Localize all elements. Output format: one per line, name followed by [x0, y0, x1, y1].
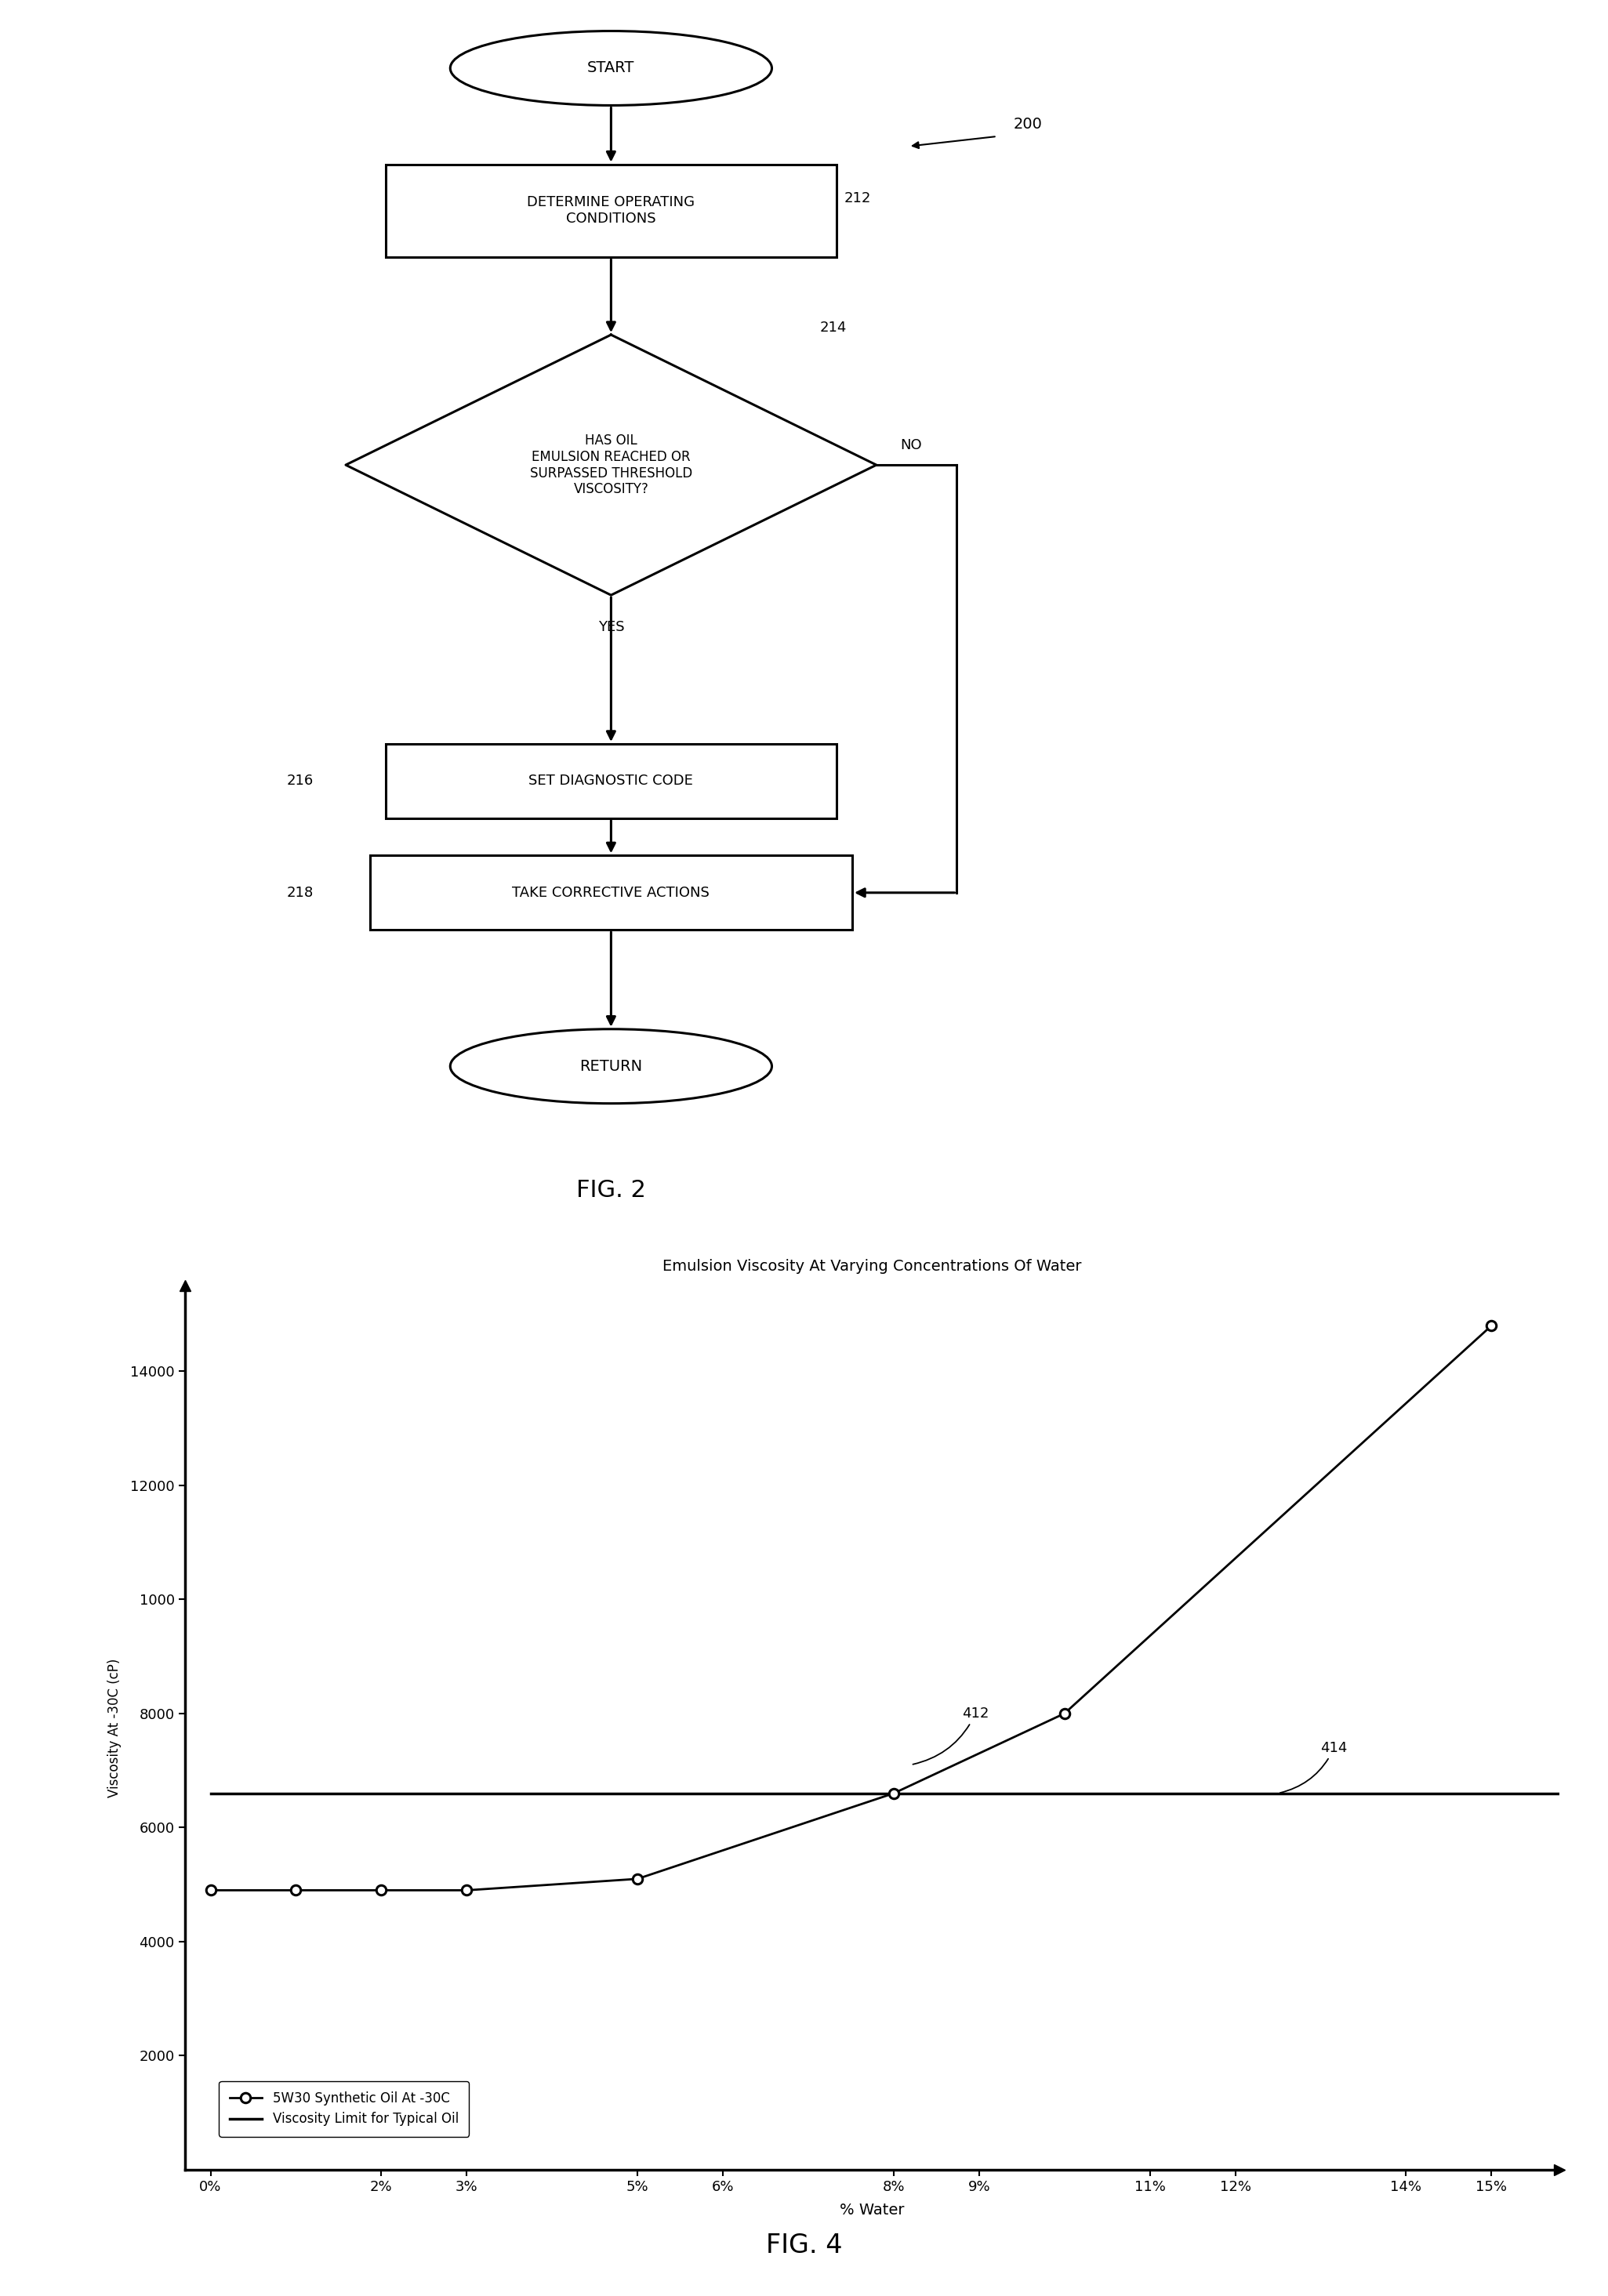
- Text: FIG. 4: FIG. 4: [765, 2232, 843, 2259]
- 5W30 Synthetic Oil At -30C: [1483, 1311, 1502, 1339]
- 5W30 Synthetic Oil At -30C: [286, 1876, 306, 1903]
- X-axis label: % Water: % Water: [839, 2202, 905, 2218]
- Title: Emulsion Viscosity At Varying Concentrations Of Water: Emulsion Viscosity At Varying Concentrat…: [662, 1258, 1082, 1274]
- Text: 200: 200: [1013, 117, 1042, 131]
- Text: DETERMINE OPERATING
CONDITIONS: DETERMINE OPERATING CONDITIONS: [527, 195, 695, 225]
- 5W30 Synthetic Oil At -30C: [627, 1864, 646, 1892]
- Bar: [386, 165, 836, 257]
- Text: SET DIAGNOSTIC CODE: SET DIAGNOSTIC CODE: [529, 774, 693, 788]
- Text: 412: 412: [913, 1706, 989, 1763]
- Line: 5W30 Synthetic Oil At -30C: 5W30 Synthetic Oil At -30C: [206, 1320, 1497, 1894]
- 5W30 Synthetic Oil At -30C: [457, 1876, 476, 1903]
- Text: 214: 214: [820, 321, 847, 335]
- 5W30 Synthetic Oil At -30C: [884, 1779, 904, 1807]
- 5W30 Synthetic Oil At -30C: [371, 1876, 391, 1903]
- Text: TAKE CORRECTIVE ACTIONS: TAKE CORRECTIVE ACTIONS: [513, 886, 709, 900]
- 5W30 Synthetic Oil At -30C: [1055, 1699, 1074, 1727]
- 5W30 Synthetic Oil At -30C: [201, 1876, 220, 1903]
- Bar: [386, 744, 836, 817]
- Text: FIG. 2: FIG. 2: [576, 1178, 646, 1201]
- Legend: 5W30 Synthetic Oil At -30C, Viscosity Limit for Typical Oil: 5W30 Synthetic Oil At -30C, Viscosity Li…: [219, 2080, 470, 2138]
- Text: 212: 212: [844, 191, 872, 204]
- Bar: [370, 856, 852, 930]
- Y-axis label: Viscosity At -30C (cP): Viscosity At -30C (cP): [108, 1658, 122, 1798]
- Text: NO: NO: [900, 439, 921, 452]
- Text: 216: 216: [286, 774, 314, 788]
- Text: HAS OIL
EMULSION REACHED OR
SURPASSED THRESHOLD
VISCOSITY?: HAS OIL EMULSION REACHED OR SURPASSED TH…: [529, 434, 693, 496]
- Text: YES: YES: [598, 620, 624, 634]
- Text: 218: 218: [286, 886, 314, 900]
- Text: RETURN: RETURN: [579, 1058, 643, 1075]
- Text: START: START: [587, 60, 635, 76]
- Text: 414: 414: [1280, 1740, 1348, 1793]
